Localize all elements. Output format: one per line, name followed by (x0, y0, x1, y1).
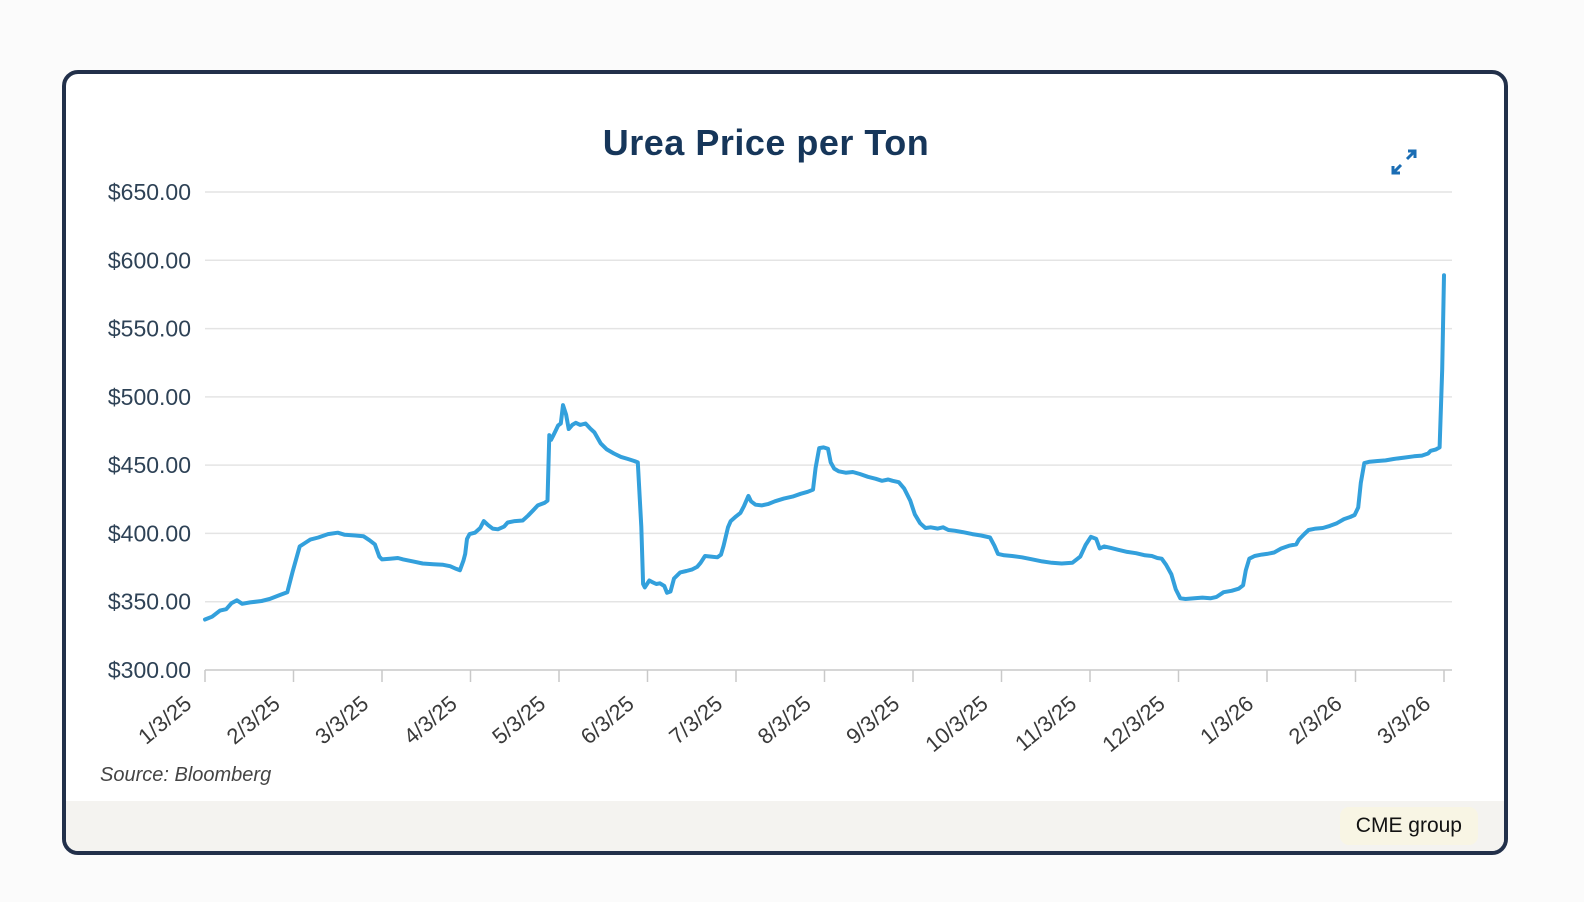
x-axis-label: 1/3/26 (1195, 691, 1258, 749)
x-axis-label: 9/3/25 (841, 691, 904, 749)
x-axis-label: 3/3/26 (1372, 691, 1435, 749)
source-label: Source: Bloomberg (100, 764, 272, 786)
x-axis-label: 2/3/26 (1284, 691, 1347, 749)
x-axis-label: 11/3/25 (1010, 691, 1081, 756)
cme-group-badge: CME group (1339, 807, 1478, 845)
price-line (203, 273, 1446, 622)
x-axis-label: 5/3/25 (487, 691, 550, 749)
x-axis-label: 4/3/25 (399, 691, 462, 749)
y-axis-label: $450.00 (108, 452, 191, 478)
y-axis-label: $550.00 (108, 316, 191, 342)
urea-price-line-chart: $300.00 $350.00 $400.00 $450.00 $500.00 $550.… (108, 179, 1452, 757)
x-axis-label: 8/3/25 (753, 691, 816, 749)
y-axis-label: $500.00 (108, 384, 191, 410)
chart-title: Urea Price per Ton (602, 122, 930, 163)
card-bottom-band (66, 801, 1504, 851)
x-axis-label: 6/3/25 (576, 691, 639, 749)
y-axis-label: $350.00 (108, 589, 191, 615)
x-axis-label: 7/3/25 (664, 691, 727, 749)
y-axis-label: $650.00 (108, 179, 191, 205)
y-axis-label: $600.00 (108, 247, 191, 273)
x-axis-label: 10/3/25 (920, 691, 992, 757)
y-axis-label: $300.00 (108, 657, 191, 683)
x-axis-label: 12/3/25 (1097, 691, 1169, 757)
chart-card: Urea Price per Ton $300.00 $350.00 $400.00… (62, 70, 1508, 855)
x-axis-label: 2/3/25 (222, 691, 285, 749)
x-axis-label: 3/3/25 (310, 691, 373, 749)
x-axis-label: 1/3/25 (133, 691, 196, 749)
expand-button[interactable] (1384, 142, 1424, 182)
y-axis-label: $400.00 (108, 520, 191, 546)
expand-arrows-icon (1391, 149, 1417, 175)
